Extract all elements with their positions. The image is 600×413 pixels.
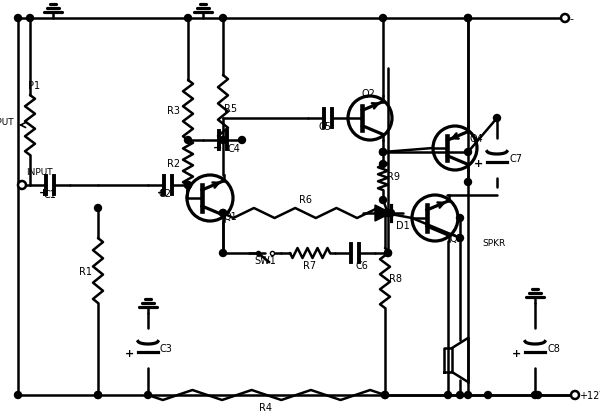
Text: SPKR: SPKR [482,239,505,248]
Text: P1: P1 [28,81,40,91]
Text: +: + [474,159,483,169]
Circle shape [445,392,452,399]
Text: C5: C5 [319,122,331,132]
Circle shape [535,392,542,399]
Circle shape [220,137,227,144]
Circle shape [26,15,34,22]
Circle shape [220,210,227,217]
Text: C8: C8 [547,343,560,353]
Text: C6: C6 [355,260,368,271]
Circle shape [385,210,392,217]
Text: R8: R8 [389,273,401,283]
Text: +: + [157,188,167,197]
Circle shape [532,392,539,399]
Text: C4: C4 [228,144,241,154]
Circle shape [220,15,227,22]
Circle shape [464,392,472,399]
Text: SW1: SW1 [254,255,276,266]
Text: D1: D1 [396,221,410,230]
Circle shape [220,210,227,217]
Text: +: + [40,188,49,197]
Circle shape [457,235,464,242]
Circle shape [380,149,386,156]
Circle shape [457,215,464,222]
Circle shape [380,15,386,22]
Circle shape [145,392,151,399]
Text: +: + [125,348,134,358]
Circle shape [457,392,464,399]
Circle shape [185,182,191,189]
Circle shape [18,182,26,190]
Text: +: + [512,348,521,358]
Circle shape [464,149,472,156]
Text: C2: C2 [158,189,172,199]
Circle shape [95,205,101,212]
Circle shape [14,15,22,22]
Circle shape [185,137,191,144]
Circle shape [561,15,569,23]
Text: R4: R4 [260,402,272,412]
Circle shape [382,210,389,217]
Circle shape [185,15,191,22]
Text: -: - [569,14,573,24]
Text: R2: R2 [167,159,181,169]
Circle shape [464,15,472,22]
Circle shape [382,392,389,399]
Text: R1: R1 [79,266,92,276]
Circle shape [493,115,500,122]
Text: Q4: Q4 [469,134,483,144]
Circle shape [239,137,245,144]
Circle shape [380,161,386,168]
Text: R9: R9 [386,171,400,182]
Text: C3: C3 [160,343,173,353]
Polygon shape [375,206,391,221]
Circle shape [380,149,386,156]
Circle shape [95,392,101,399]
Circle shape [571,391,579,399]
Circle shape [220,250,227,257]
Text: R3: R3 [167,106,181,116]
Text: Q3: Q3 [450,233,464,243]
Circle shape [95,392,101,399]
Circle shape [464,179,472,186]
Text: Q1: Q1 [224,211,238,221]
Text: INPUT: INPUT [26,168,53,177]
Text: R7: R7 [304,260,317,271]
Circle shape [385,250,392,257]
Text: +12V: +12V [579,390,600,400]
Circle shape [185,182,191,189]
Circle shape [385,250,392,257]
Text: R6: R6 [299,195,311,204]
Circle shape [385,210,392,217]
Text: R5: R5 [224,104,238,114]
Text: Q2: Q2 [362,89,376,99]
Circle shape [388,210,395,217]
Text: C7: C7 [509,154,522,164]
Circle shape [14,392,22,399]
Circle shape [382,392,389,399]
Text: INPUT: INPUT [0,118,14,127]
Circle shape [380,197,386,204]
Circle shape [464,15,472,22]
Text: C1: C1 [44,190,56,199]
Text: +: + [212,142,221,153]
Circle shape [485,392,491,399]
